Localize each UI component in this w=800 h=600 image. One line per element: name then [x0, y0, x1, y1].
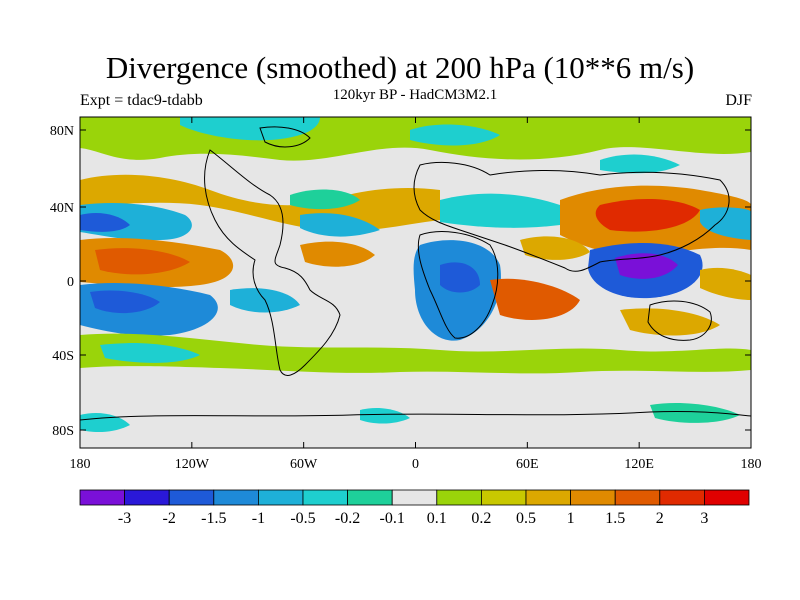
- chart-subtitle: 120kyr BP - HadCM3M2.1: [332, 87, 498, 103]
- chart-title: Divergence (smoothed) at 200 hPa (10**6 …: [105, 50, 695, 85]
- coast-africa: [417, 231, 499, 339]
- map-field: [80, 117, 751, 448]
- field-aus-orange: [620, 308, 720, 336]
- colorbar-swatch: [659, 489, 705, 506]
- colorbar-swatch: [213, 489, 259, 506]
- field-europe-cyan: [440, 193, 560, 228]
- colorbar-label: -1: [252, 510, 265, 527]
- colorbar-swatch: [124, 489, 170, 506]
- field-natl-blue: [300, 213, 380, 237]
- colorbar-label: 1.5: [605, 510, 625, 527]
- colorbar-swatch: [302, 489, 348, 506]
- colorbar-label: 3: [700, 510, 708, 527]
- lon-tick-label: 0: [412, 457, 419, 472]
- field-wpac-blue: [700, 207, 751, 240]
- colorbar-label: 1: [567, 510, 575, 527]
- colorbar-swatch: [570, 489, 616, 506]
- field-maritime-purple: [615, 253, 678, 279]
- field-africa-darkblue: [440, 262, 480, 293]
- colorbar-swatch: [704, 489, 750, 506]
- lon-tick-label: 60W: [290, 457, 318, 472]
- experiment-label: Expt = tdac9-tdabb: [80, 92, 203, 109]
- field-spcz-orange: [700, 267, 751, 300]
- colorbar-label: -3: [118, 510, 131, 527]
- field-arabia-orange: [520, 236, 590, 260]
- colorbar-label: 0.2: [471, 510, 491, 527]
- lat-tick-label: 80S: [52, 424, 74, 439]
- colorbar-label: -1.5: [201, 510, 226, 527]
- lat-tick-label: 80N: [50, 124, 74, 139]
- field-npac-darkblue: [80, 213, 130, 232]
- colorbar-label: -0.1: [380, 510, 405, 527]
- coast-antarctica: [80, 410, 751, 421]
- colorbar-swatch: [168, 489, 215, 506]
- field-indian-red: [490, 278, 580, 320]
- lon-tick-label: 60E: [516, 457, 539, 472]
- axis-ticks: [79, 117, 752, 448]
- field-siberia-cyan: [600, 154, 680, 174]
- field-arctic-cyan-2: [410, 124, 500, 146]
- lon-tick-label: 180: [70, 457, 91, 472]
- lon-tick-label: 180: [741, 457, 762, 472]
- lat-tick-label: 40N: [50, 201, 74, 216]
- colorbar: [79, 489, 750, 506]
- colorbar-label: 0.1: [427, 510, 447, 527]
- coast-americas: [204, 149, 341, 376]
- colorbar-swatch: [257, 489, 304, 506]
- lat-tick-label: 0: [67, 275, 74, 290]
- field-spac-darkblue: [90, 290, 160, 314]
- colorbar-labels: -3 -2 -1.5 -1 -0.5 -0.2 -0.1 0.1 0.2 0.5 1 1.5 2 3: [118, 510, 708, 527]
- field-natl-green: [290, 189, 360, 210]
- colorbar-swatch: [614, 489, 661, 506]
- field-easia-red: [595, 198, 700, 232]
- field-tpac-red: [95, 248, 190, 275]
- field-antarctic-cyan-2: [360, 407, 410, 424]
- colorbar-label: -0.5: [290, 510, 315, 527]
- colorbar-label: 2: [656, 510, 664, 527]
- coastlines: [80, 126, 751, 421]
- season-label: DJF: [725, 92, 752, 109]
- colorbar-label: -2: [163, 510, 176, 527]
- colorbar-swatch: [436, 489, 482, 506]
- field-carib-orange: [300, 241, 375, 267]
- colorbar-label: -0.2: [335, 510, 360, 527]
- colorbar-swatch: [347, 489, 393, 506]
- field-arctic-cyan: [180, 117, 320, 141]
- coast-australia: [647, 300, 712, 341]
- lat-tick-label: 40S: [52, 349, 74, 364]
- lon-tick-label: 120W: [175, 457, 210, 472]
- field-sh-green-band: [80, 333, 751, 374]
- colorbar-swatch: [480, 489, 527, 506]
- field-sh-cyan: [100, 343, 200, 363]
- colorbar-swatch: [525, 489, 571, 506]
- colorbar-swatch: [391, 489, 438, 506]
- field-antarctic-green: [650, 403, 740, 423]
- coast-greenland: [259, 126, 311, 148]
- colorbar-swatch: [79, 489, 125, 506]
- field-antarctic-cyan: [80, 413, 130, 433]
- colorbar-label: 0.5: [516, 510, 536, 527]
- axis-tick-labels: 80N 40N 0 40S 80S 180 120W 60W 0 60E 120E 180: [50, 124, 762, 472]
- coast-eurasia: [413, 161, 730, 272]
- lon-tick-label: 120E: [624, 457, 654, 472]
